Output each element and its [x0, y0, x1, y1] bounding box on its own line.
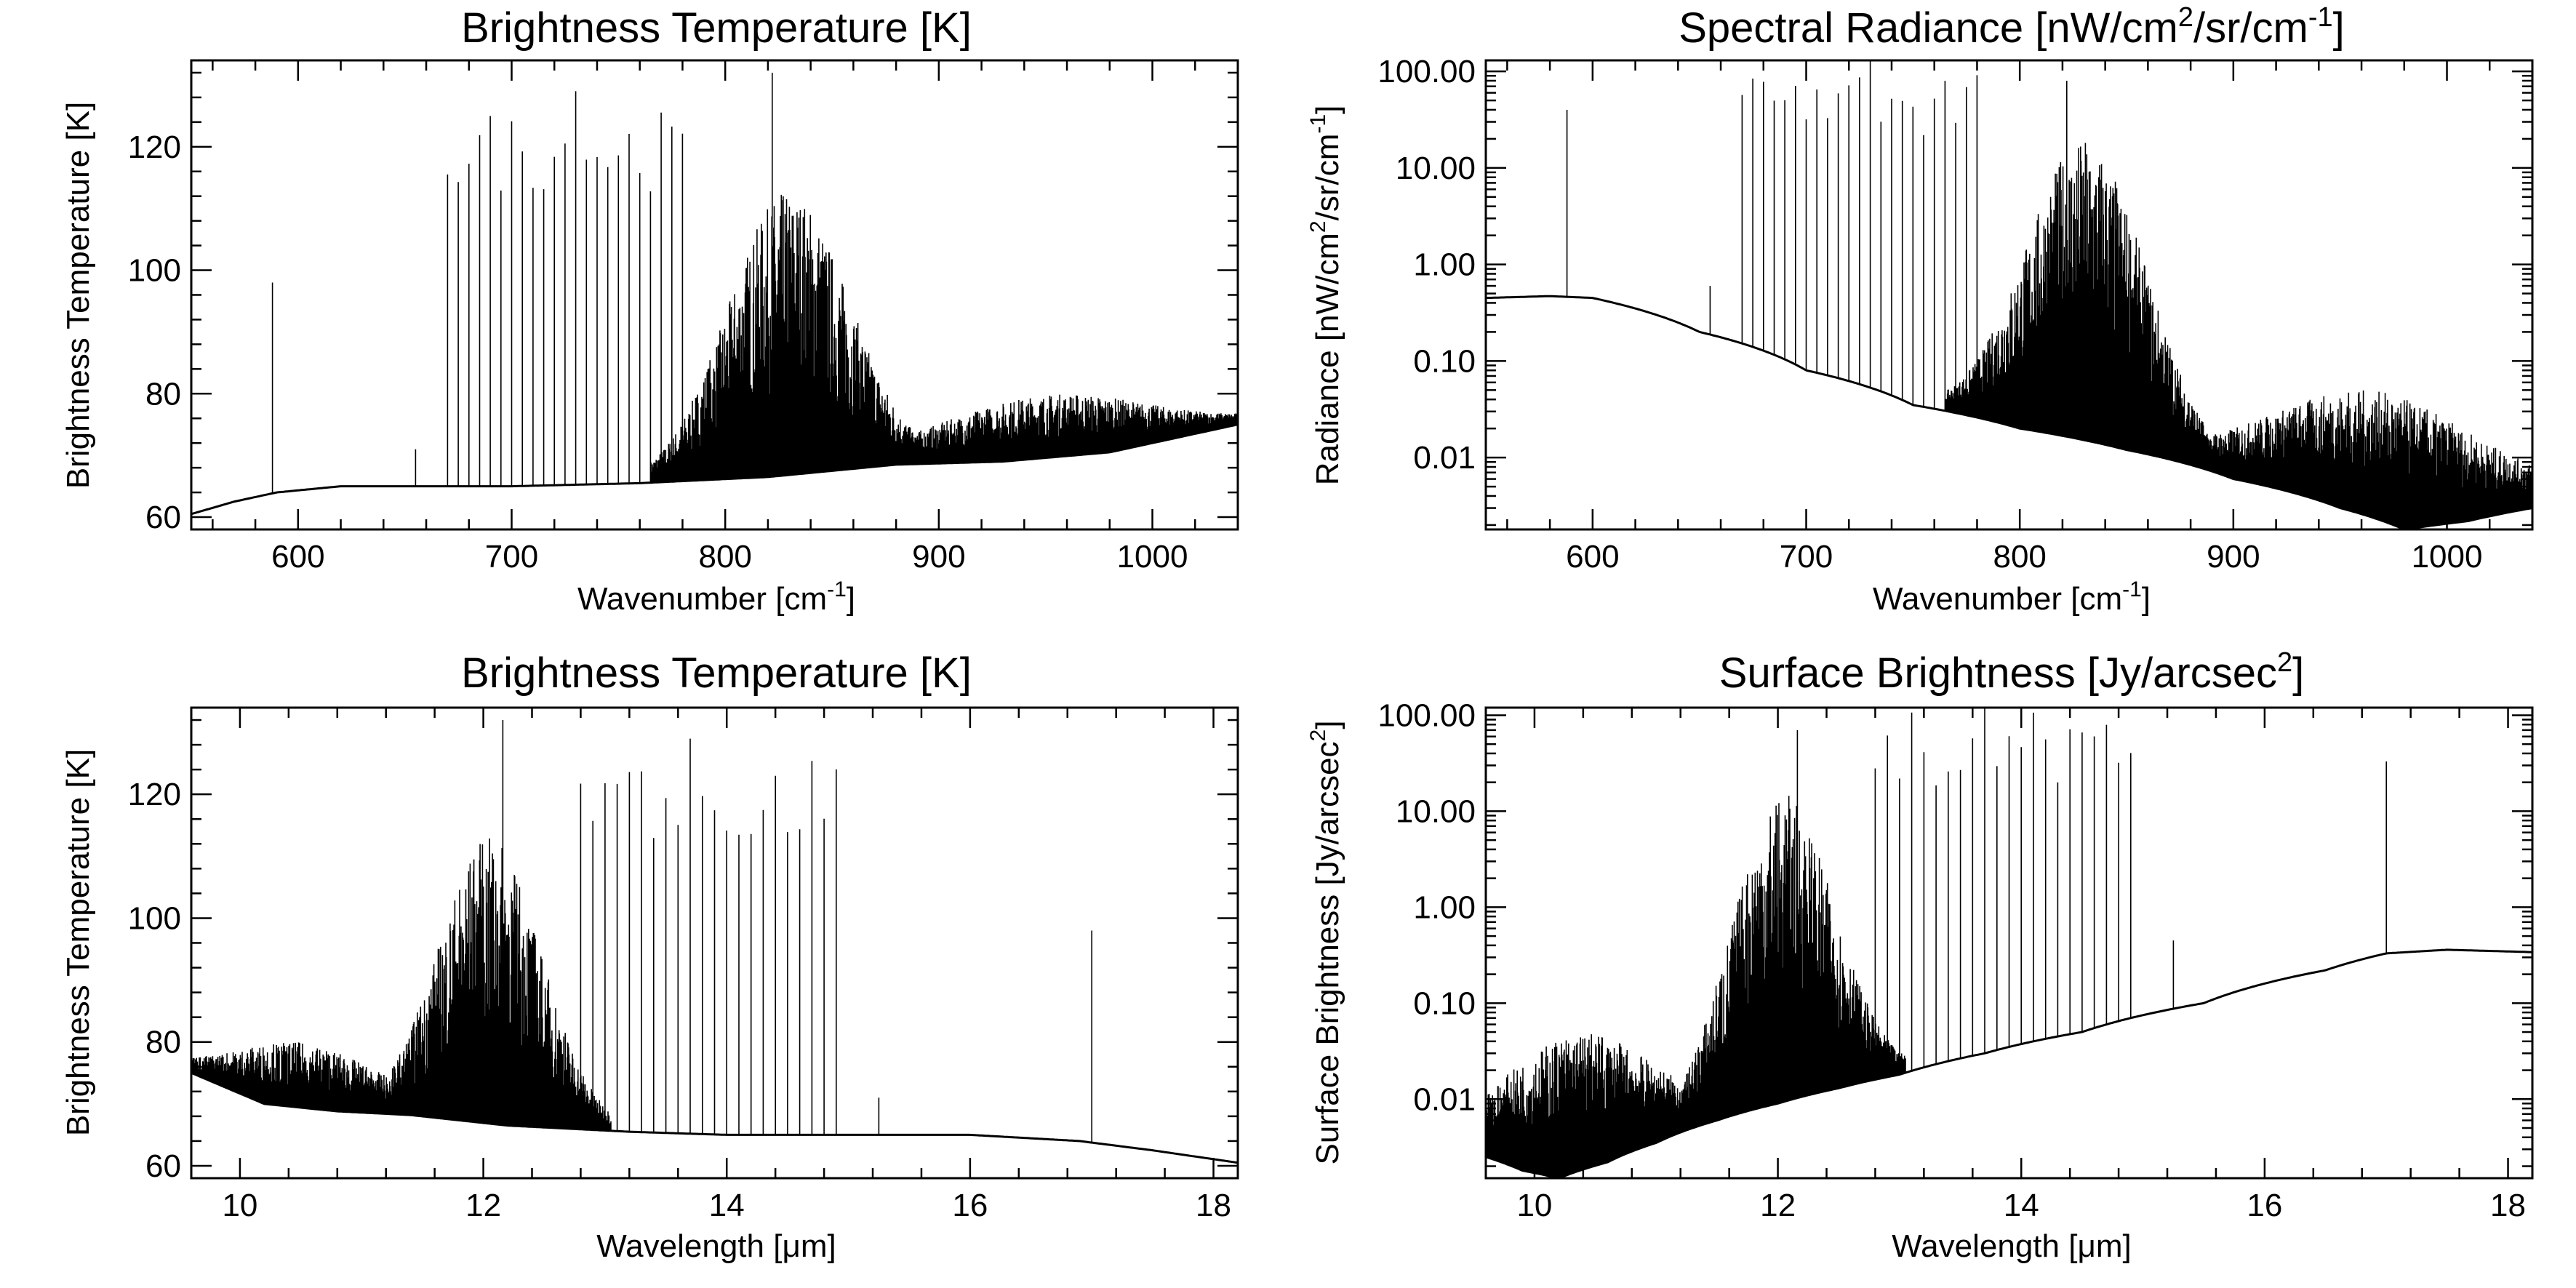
x-tick-label: 700: [485, 539, 538, 575]
continuum-line: [1486, 295, 2532, 529]
plot-frame: [1484, 706, 2534, 1180]
y-tick-label: 0.10: [1413, 343, 1476, 379]
spectrum-lines: [1486, 708, 2387, 1178]
continuum-line: [191, 423, 1238, 516]
y-tick-label: 60: [145, 1148, 181, 1184]
y-tick-label: 60: [145, 500, 181, 535]
x-tick-label: 16: [2247, 1188, 2282, 1223]
x-tick-label: 800: [698, 539, 751, 575]
x-tick-label: 14: [709, 1188, 745, 1223]
chart-title: Brightness Temperature [K]: [461, 649, 972, 697]
chart-title: Surface Brightness [Jy/arcsec2]: [1719, 647, 2304, 697]
y-tick-label: 100.00: [1377, 54, 1476, 89]
spectral-line-marks: [1486, 708, 2387, 1178]
y-tick-label: 120: [128, 129, 181, 165]
x-axis-label: Wavelength [μm]: [596, 1228, 836, 1264]
y-tick-label: 120: [128, 777, 181, 812]
x-tick-label: 10: [222, 1188, 257, 1223]
y-tick-label: 0.01: [1413, 1081, 1476, 1117]
y-axis-label: Surface Brightness [Jy/arcsec2]: [1306, 721, 1345, 1165]
x-axis-label: Wavenumber [cm-1]: [1873, 577, 2151, 617]
y-tick-label: 0.01: [1413, 440, 1476, 476]
panel-surface-brightness: Surface Brightness [Jy/arcsec2] Waveleng…: [1306, 647, 2534, 1264]
chart-title: Brightness Temperature [K]: [461, 4, 972, 52]
y-axis-label: Radiance [nW/cm2/sr/cm-1]: [1306, 105, 1345, 486]
x-tick-label: 1000: [1117, 539, 1188, 575]
y-tick-label: 10.00: [1396, 793, 1476, 829]
x-tick-label: 900: [912, 539, 965, 575]
plot-area: 10 12 14 16 18 0.01 0.10 1.00 10.00 100.00: [1377, 697, 2534, 1223]
spectrum-lines: [1566, 60, 2532, 529]
x-axis-label: Wavenumber [cm-1]: [577, 577, 855, 617]
x-tick-label: 12: [1760, 1188, 1796, 1223]
x-axis-label: Wavelength [μm]: [1892, 1228, 2131, 1264]
panel-brightness-temperature-wavelength: Brightness Temperature [K] Wavelength [μ…: [60, 649, 1239, 1264]
x-tick-label: 1000: [2412, 539, 2483, 575]
chart-title: Spectral Radiance [nW/cm2/sr/cm-1]: [1679, 2, 2345, 52]
continuum-line: [191, 1071, 1238, 1164]
x-tick-label: 600: [1566, 539, 1619, 575]
y-tick-label: 0.10: [1413, 985, 1476, 1021]
x-tick-label: 18: [2490, 1188, 2526, 1223]
y-tick-label: 80: [145, 376, 181, 412]
plot-area: 10 12 14 16 18 60 80 100 120: [128, 706, 1239, 1223]
y-tick-label: 100: [128, 900, 181, 936]
x-tick-label: 10: [1516, 1188, 1552, 1223]
x-tick-label: 900: [2207, 539, 2260, 575]
spectral-line-marks: [1566, 60, 2532, 529]
x-tick-label: 18: [1196, 1188, 1231, 1223]
x-tick-label: 700: [1780, 539, 1833, 575]
x-tick-label: 16: [952, 1188, 988, 1223]
x-tick-label: 14: [2004, 1188, 2039, 1223]
y-tick-label: 1.00: [1413, 247, 1476, 283]
spectral-line-marks: [191, 720, 1092, 1143]
y-tick-label: 100.00: [1377, 697, 1476, 733]
panel-brightness-temperature-wavenumber: Brightness Temperature [K] Wavenumber [c…: [60, 4, 1239, 617]
y-tick-label: 80: [145, 1025, 181, 1060]
x-tick-label: 600: [271, 539, 324, 575]
spectral-line-marks: [271, 73, 1238, 494]
panel-spectral-radiance: Spectral Radiance [nW/cm2/sr/cm-1] Waven…: [1306, 2, 2534, 617]
y-axis-label: Brightness Temperature [K]: [60, 102, 96, 489]
continuum-line: [1486, 948, 2532, 1178]
y-tick-label: 100: [128, 253, 181, 289]
spectrum-lines: [271, 73, 1238, 494]
y-tick-label: 10.00: [1396, 151, 1476, 186]
plot-frame: [1484, 59, 2534, 531]
y-tick-label: 1.00: [1413, 889, 1476, 925]
y-axis-label: Brightness Temperature [K]: [60, 749, 96, 1136]
x-tick-label: 12: [465, 1188, 501, 1223]
plot-area: 600 700 800 900 1000 60 80 100 120: [128, 59, 1239, 575]
plot-area: 600 700 800 900 1000 0.01 0.10 1.00 10.00 100.00: [1377, 54, 2534, 575]
x-tick-label: 800: [1993, 539, 2046, 575]
spectrum-lines: [191, 720, 1092, 1143]
